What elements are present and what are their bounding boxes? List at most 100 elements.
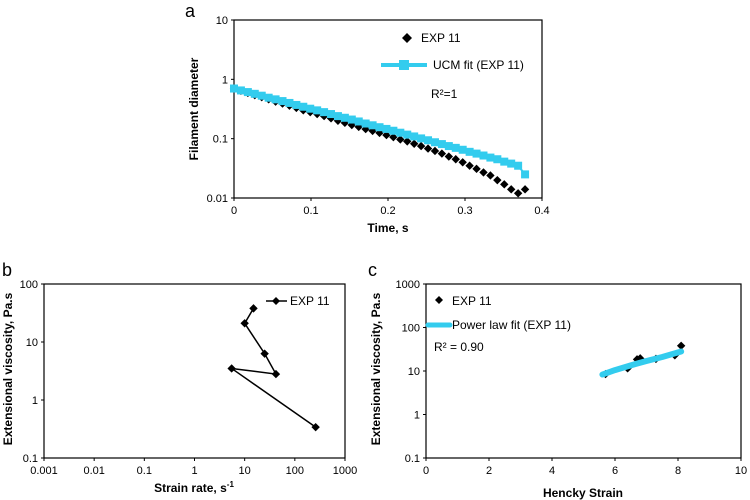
panel-b-series-0-point <box>311 422 320 432</box>
legend-b-label: EXP 11 <box>290 294 330 308</box>
panel-b-xtick-label: 0.01 <box>83 465 104 477</box>
panel-c-ytick-label: 10 <box>408 366 420 378</box>
panel-a-series-1-point <box>320 108 329 117</box>
panel-b-series-0-point <box>240 319 249 328</box>
panel-c-ytick-label: 100 <box>402 323 420 335</box>
panel-a-series-1-point <box>493 155 502 164</box>
panel-b-xtick-label: 10 <box>239 465 251 477</box>
panel-a-xtick-label: 0.2 <box>380 205 395 217</box>
panel-b-xlabel: Strain rate, s-1 <box>154 480 234 495</box>
legend-a-ucm-label: UCM fit (EXP 11) <box>433 58 524 72</box>
panel-a-xtick-label: 0 <box>231 205 237 217</box>
panel-a-series-1-point <box>306 104 315 113</box>
panel-a-series-1-point <box>410 132 419 141</box>
panel-a-series-1-point <box>313 106 322 115</box>
panel-a-series-0-point <box>507 185 516 194</box>
panel-a-series-1-point <box>278 97 287 106</box>
panel-a-series-0-point <box>416 141 426 151</box>
panel-a-series-0-point <box>513 189 523 198</box>
panel-a-series-0-point <box>493 175 502 185</box>
panel-c-fit-line <box>599 348 685 378</box>
panel-b-xlabel-superscript: -1 <box>227 480 235 489</box>
panel-c-xtick-label: 10 <box>735 465 747 477</box>
panel-b-ytick-label: 0.1 <box>23 453 38 465</box>
panel-c-plot-frame <box>425 283 742 459</box>
panel-c-r2-annotation: R² = 0.90 <box>434 340 484 354</box>
panel-c-xlabel: Hencky Strain <box>543 486 623 500</box>
panel-c-xtick-label: 4 <box>549 465 555 477</box>
panel-a-series-1-point <box>396 128 405 137</box>
panel-a-series-1-point <box>514 161 523 170</box>
panel-a-series-1-point <box>327 110 336 119</box>
panel-a-series-1-point <box>500 157 509 166</box>
panel-c-ytick-label: 1 <box>414 410 420 422</box>
panel-b-series-0-point <box>260 349 269 358</box>
panel-a-series-1-point <box>271 95 280 104</box>
panel-a-series-1-point <box>257 91 266 100</box>
panel-a-r2-annotation: R²=1 <box>431 87 458 101</box>
panel-c-xtick-label: 0 <box>423 465 429 477</box>
panel-a-series-1-point <box>465 147 474 156</box>
panel-a-series-1-point <box>236 86 245 95</box>
legend-a-exp11-marker <box>402 33 412 43</box>
panel-a-series-0-point <box>472 164 481 174</box>
panel-a-ylabel: Filament diameter <box>187 57 201 160</box>
panel-a-series-1-point <box>486 153 495 162</box>
panel-b-xlabel-text: Strain rate, s <box>154 481 227 495</box>
panel-a-ticks: 0 0.1 0.2 0.3 0.4 0.01 0.1 1 10 <box>207 15 550 217</box>
panel-a-series-1-point <box>285 98 294 107</box>
panel-c-series-0-point <box>636 354 645 363</box>
panel-a-series-1-point <box>375 123 384 132</box>
panel-a-series-0-point <box>500 180 509 189</box>
panel-c-xtick-label: 8 <box>675 465 681 477</box>
panel-a-series-1-point <box>230 84 238 93</box>
panel-a-series-0-point <box>437 149 447 158</box>
panel-a-series-0-point <box>451 155 460 164</box>
panel-c-series-0-point <box>676 341 686 350</box>
panel-a-series-0-point <box>479 168 488 177</box>
panel-a-series-1-point <box>299 102 308 111</box>
panel-b-xtick-label: 0.001 <box>30 465 58 477</box>
panel-b-xtick-label: 0.1 <box>137 465 152 477</box>
legend-a-exp11-label: EXP 11 <box>421 31 461 45</box>
panel-a-letter: a <box>185 1 196 21</box>
panel-a-series-1-point <box>250 89 259 98</box>
panel-a-series-0-point <box>389 132 398 142</box>
panel-a-series-0-point <box>409 139 419 148</box>
panel-a-plot-frame <box>233 19 543 199</box>
legend-c-exp11-label: EXP 11 <box>452 294 492 308</box>
panel-a-series-1-point <box>417 134 426 143</box>
panel-b-ytick-label: 10 <box>26 337 38 349</box>
panel-b-series-0-point <box>271 369 281 379</box>
panel-b: b 0.001 0.01 0.1 1 10 100 1000 0.1 1 10 100 Strain… <box>1 260 357 495</box>
panel-a-series-1-point <box>430 138 439 147</box>
panel-a-series-0-point <box>423 144 433 153</box>
panel-a-xlabel: Time, s <box>367 221 408 235</box>
panel-b-xtick-label: 1000 <box>333 465 357 477</box>
panel-a-xtick-label: 0.1 <box>303 205 318 217</box>
panel-a-series-1-point <box>521 170 530 179</box>
panel-a-series-1-point <box>444 142 453 151</box>
panel-c-ylabel: Extensional viscosity, Pa.s <box>369 292 383 445</box>
legend-c-fit-label: Power law fit (EXP 11) <box>452 318 571 332</box>
panel-c-legend: EXP 11 Power law fit (EXP 11) <box>425 294 571 332</box>
legend-b-marker <box>272 297 280 305</box>
panel-a-series-0-point <box>444 152 454 161</box>
panel-a-series-1-point <box>361 119 370 128</box>
panel-a-ytick-label: 10 <box>216 15 228 27</box>
panel-a-series-0-point <box>520 185 530 194</box>
panel-a-series-1-point <box>347 115 356 124</box>
panel-a-series <box>229 84 530 198</box>
panel-b-legend: EXP 11 <box>266 294 330 308</box>
panel-a-series-0-point <box>396 135 405 144</box>
panel-a-ytick-label: 0.1 <box>213 134 228 146</box>
panel-a-series-1-point <box>437 140 446 149</box>
panel-a-ytick-label: 1 <box>222 74 228 86</box>
panel-b-ticks: 0.001 0.01 0.1 1 10 100 1000 0.1 1 10 100 <box>20 279 358 477</box>
panel-b-plot-frame <box>43 283 346 459</box>
panel-c-ticks: 0 2 4 6 8 10 0.1 1 10 100 1000 <box>396 279 748 477</box>
panel-b-ylabel: Extensional viscosity, Pa.s <box>1 292 15 445</box>
panel-a: a 0 0.1 0.2 0.3 0.4 0.01 0.1 1 10 Time, s Filame… <box>185 1 550 235</box>
panel-a-series-0-point <box>430 146 440 156</box>
